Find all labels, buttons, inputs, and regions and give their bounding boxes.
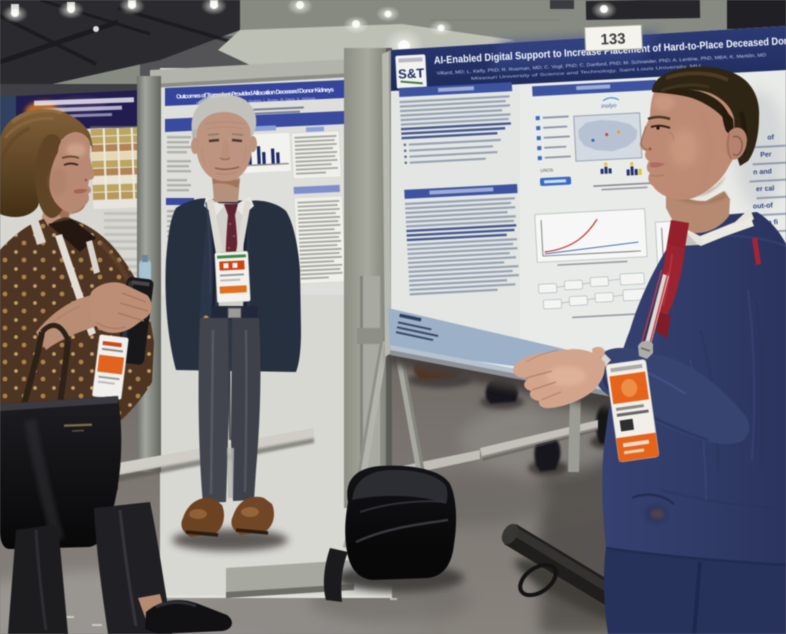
svg-text:insilyo: insilyo (601, 103, 617, 110)
svg-text:S&T: S&T (398, 65, 425, 81)
svg-text:J. Smith, R. Wilson, K. Chen,: J. Smith, R. Wilson, K. Chen, T. Hughes,… (195, 96, 315, 105)
svg-text:133: 133 (600, 30, 626, 48)
svg-text:UNOS: UNOS (540, 167, 553, 173)
